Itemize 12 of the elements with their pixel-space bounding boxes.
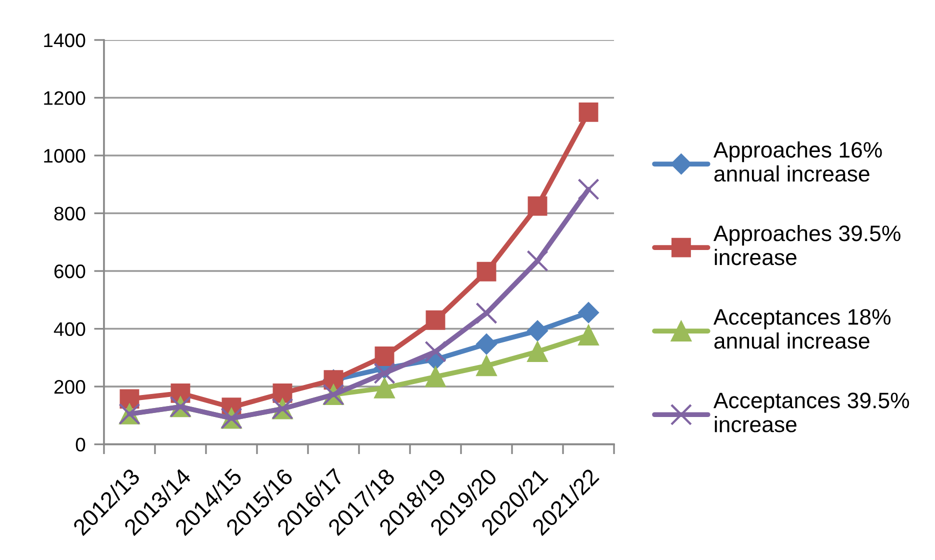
y-tick-label: 800 [54,206,86,220]
legend-label: Approaches 39.5% increase [713,224,900,266]
y-tick-label: 1200 [44,91,86,105]
legend-label: Approaches 16% annual increase [713,141,882,182]
legend-label: Acceptances 39.5% increase [713,392,910,432]
legend-label: Acceptances 18% annual increase [713,309,891,349]
y-tick-label: 200 [54,380,86,394]
y-tick-label: 600 [54,264,86,278]
y-tick-label: 0 [76,438,86,452]
y-tick-label: 1000 [44,148,86,163]
y-tick-label: 400 [54,322,86,336]
y-tick-label: 1400 [44,33,86,48]
